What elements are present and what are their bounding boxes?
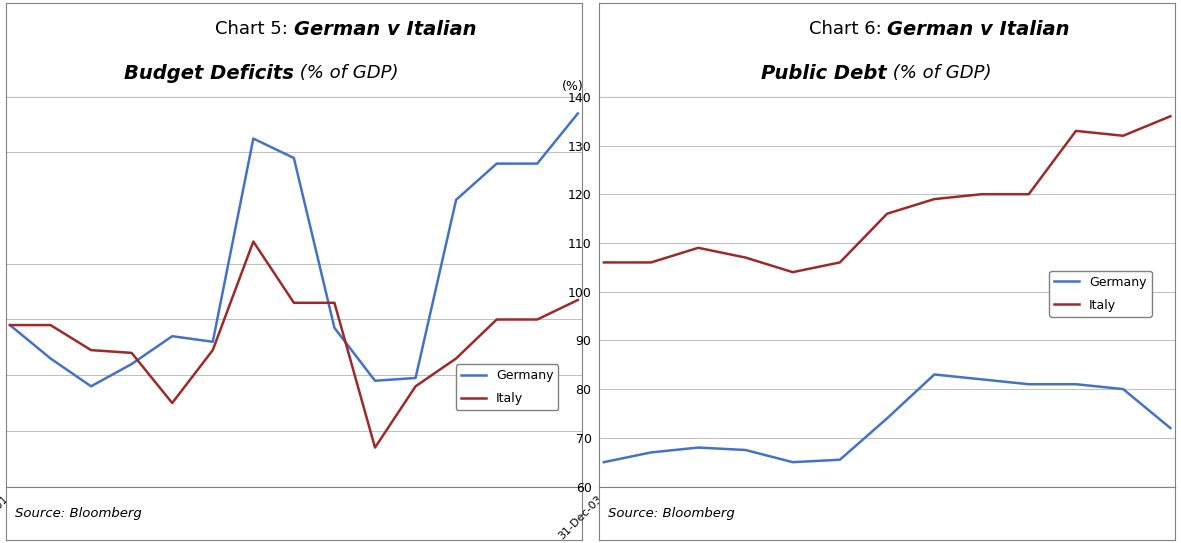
Text: German v Italian: German v Italian — [294, 20, 476, 39]
Legend: Germany, Italy: Germany, Italy — [456, 364, 559, 410]
Text: Source: Bloomberg: Source: Bloomberg — [14, 507, 142, 520]
Text: Chart 5:: Chart 5: — [215, 20, 294, 37]
Text: (% of GDP): (% of GDP) — [294, 64, 398, 82]
Text: (%): (%) — [562, 80, 583, 93]
Text: (% of GDP): (% of GDP) — [887, 64, 992, 82]
Text: Budget Deficits: Budget Deficits — [124, 64, 294, 83]
Text: German v Italian: German v Italian — [887, 20, 1070, 39]
Text: Chart 6:: Chart 6: — [809, 20, 887, 37]
Text: Public Debt: Public Debt — [762, 64, 887, 83]
Text: Source: Bloomberg: Source: Bloomberg — [608, 507, 735, 520]
Legend: Germany, Italy: Germany, Italy — [1049, 270, 1151, 317]
